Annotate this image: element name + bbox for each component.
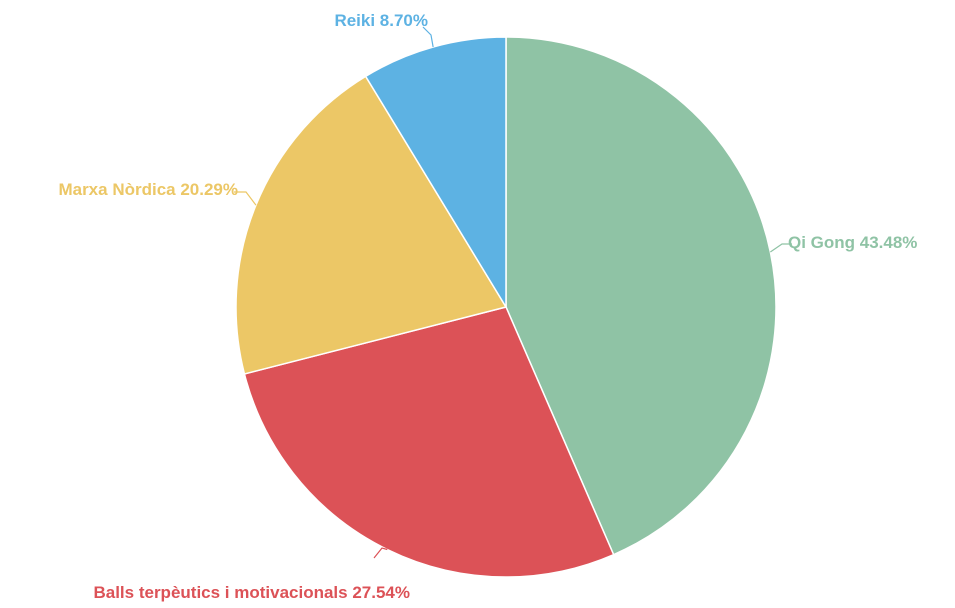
slice-label-qi-gong: Qi Gong 43.48%	[788, 233, 917, 252]
leader-line-qi-gong	[770, 243, 792, 253]
pie-slice-balls-terpeutics-i-motivacionals[interactable]	[243, 306, 615, 578]
pie-slice-qi-gong[interactable]	[505, 36, 777, 556]
leader-line-reiki	[422, 26, 434, 48]
slice-label-reiki: Reiki 8.70%	[334, 11, 428, 30]
pie-slices	[235, 36, 777, 578]
label-leader-lines	[234, 26, 792, 559]
leader-line-balls-terpeutics-i-motivacionals	[373, 547, 388, 559]
slice-label-balls-terpeutics-i-motivacionals: Balls terpèutics i motivacionals 27.54%	[93, 583, 410, 602]
leader-line-marxa-nordica	[234, 191, 257, 206]
pie-slice-reiki[interactable]	[364, 36, 507, 310]
slice-label-marxa-nordica: Marxa Nòrdica 20.29%	[58, 180, 238, 199]
slice-labels: Qi Gong 43.48% Balls terpèutics i motivac…	[58, 11, 917, 602]
